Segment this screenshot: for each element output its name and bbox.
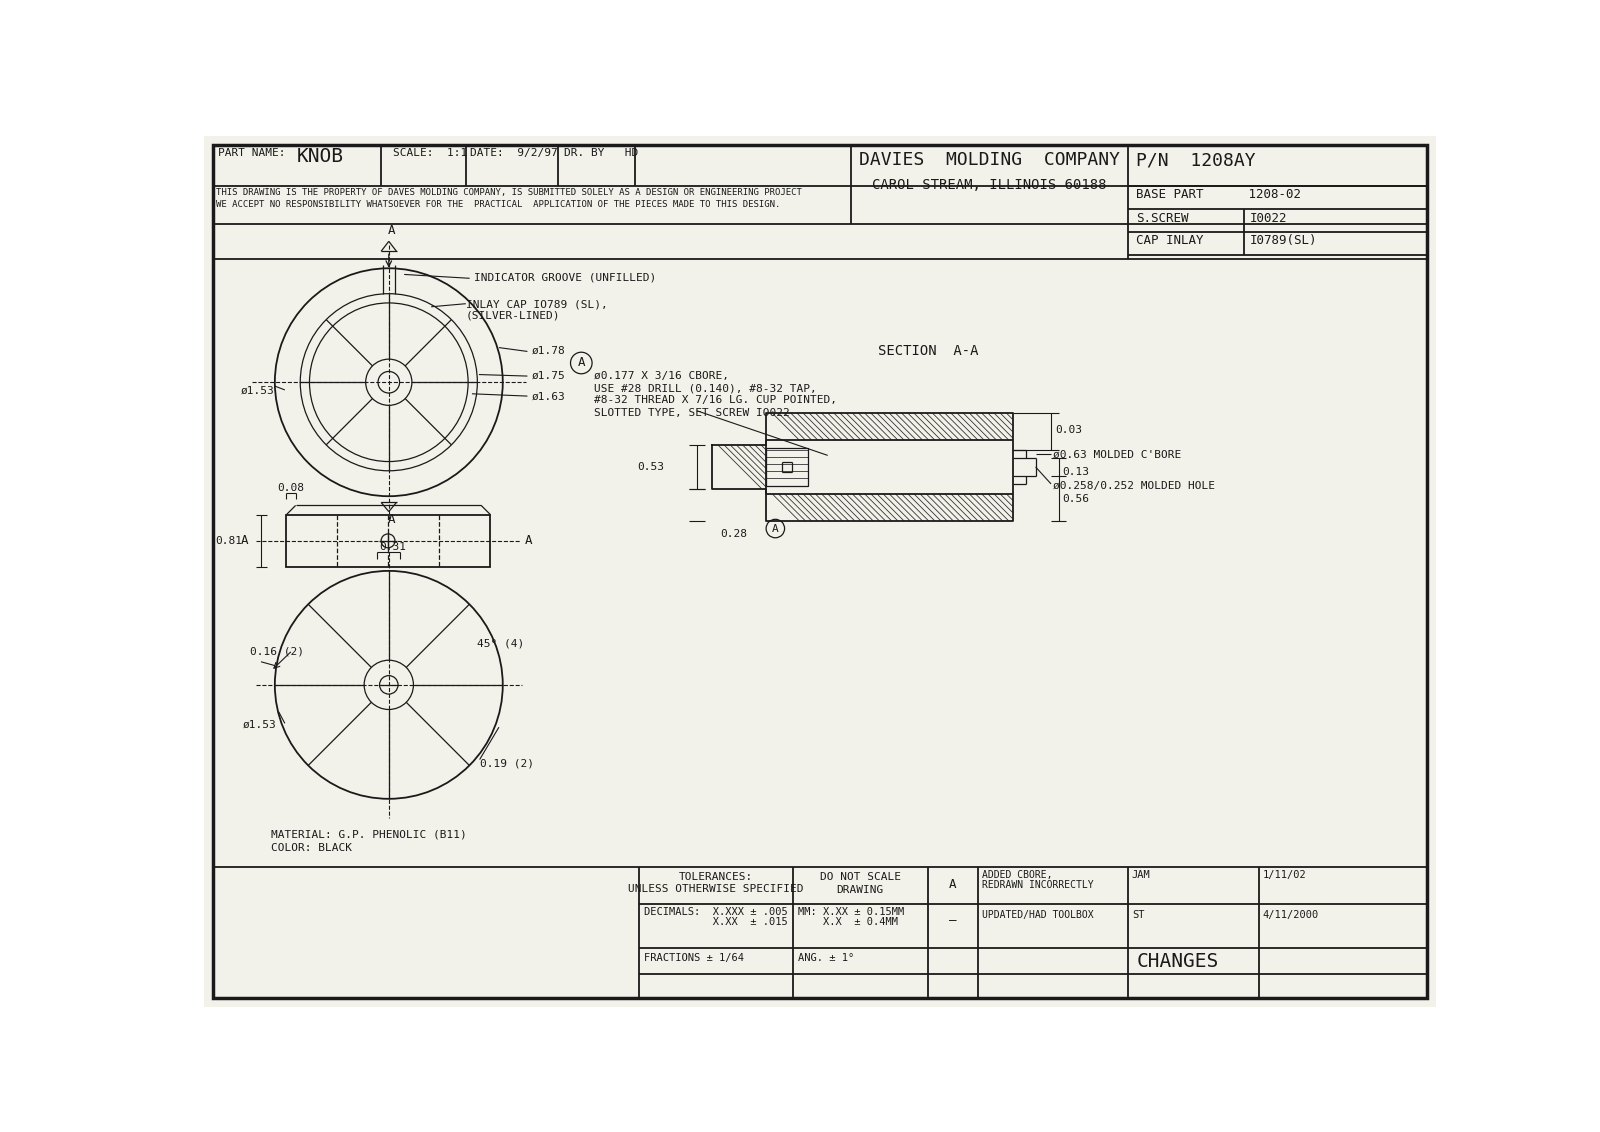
Text: X.X  ± 0.4MM: X.X ± 0.4MM	[798, 917, 899, 927]
Text: S.SCREW: S.SCREW	[1136, 212, 1189, 225]
Text: INDICATOR GROOVE (UNFILLED): INDICATOR GROOVE (UNFILLED)	[474, 273, 656, 283]
Text: 4/11/2000: 4/11/2000	[1262, 910, 1318, 919]
Text: ST: ST	[1131, 910, 1144, 919]
Bar	[286, 515, 491, 567]
Text: A: A	[771, 523, 779, 533]
Text: 0.53: 0.53	[637, 462, 664, 472]
Text: JAM: JAM	[1131, 871, 1150, 881]
Text: REDRAWN INCORRECTLY: REDRAWN INCORRECTLY	[982, 880, 1093, 890]
Text: 0.08: 0.08	[277, 483, 304, 494]
Text: I0789(SL): I0789(SL)	[1250, 234, 1317, 248]
Text: SLOTTED TYPE, SET SCREW IO022: SLOTTED TYPE, SET SCREW IO022	[594, 408, 789, 418]
Text: A: A	[525, 534, 533, 548]
Text: ø1.63: ø1.63	[531, 392, 565, 402]
Text: PART NAME:: PART NAME:	[218, 148, 285, 158]
Text: ø0.177 X 3/16 CBORE,: ø0.177 X 3/16 CBORE,	[594, 370, 728, 380]
Text: A: A	[389, 513, 395, 526]
Text: INLAY CAP IO789 (SL),: INLAY CAP IO789 (SL),	[466, 299, 608, 309]
Text: ANG. ± 1°: ANG. ± 1°	[798, 953, 854, 963]
Text: 0.31: 0.31	[379, 541, 406, 551]
Text: DECIMALS:  X.XXX ± .005: DECIMALS: X.XXX ± .005	[645, 907, 789, 917]
Text: I0022: I0022	[1250, 212, 1286, 225]
Text: 0.19 (2): 0.19 (2)	[480, 758, 534, 767]
Text: MATERIAL: G.P. PHENOLIC (B11): MATERIAL: G.P. PHENOLIC (B11)	[270, 830, 467, 840]
Text: –: –	[949, 915, 957, 927]
Text: DO NOT SCALE
DRAWING: DO NOT SCALE DRAWING	[819, 872, 901, 895]
Text: ø1.78: ø1.78	[531, 346, 565, 357]
Text: ø0.258/0.252 MOLDED HOLE: ø0.258/0.252 MOLDED HOLE	[1053, 481, 1216, 491]
Text: A: A	[578, 357, 586, 369]
Text: 0.28: 0.28	[720, 529, 747, 539]
Text: SECTION  A-A: SECTION A-A	[878, 344, 978, 358]
Text: ø1.75: ø1.75	[531, 370, 565, 380]
Text: A: A	[240, 534, 248, 548]
Text: A: A	[389, 224, 395, 238]
Text: 0.56: 0.56	[1062, 494, 1090, 504]
Text: X.XX  ± .015: X.XX ± .015	[645, 917, 789, 927]
Text: CHANGES: CHANGES	[1136, 952, 1219, 971]
Text: MM: X.XX ± 0.15MM: MM: X.XX ± 0.15MM	[798, 907, 904, 917]
Text: 0.13: 0.13	[1062, 466, 1090, 477]
Text: ADDED CBORE,: ADDED CBORE,	[982, 871, 1053, 881]
Text: USE #28 DRILL (0.140), #8-32 TAP,: USE #28 DRILL (0.140), #8-32 TAP,	[594, 383, 816, 393]
Text: SCALE:  1:1: SCALE: 1:1	[392, 148, 467, 158]
Text: (SILVER-LINED): (SILVER-LINED)	[466, 310, 560, 320]
Text: 0.81: 0.81	[214, 535, 242, 546]
Bar	[766, 447, 808, 486]
Text: THIS DRAWING IS THE PROPERTY OF DAVES MOLDING COMPANY, IS SUBMITTED SOLELY AS A : THIS DRAWING IS THE PROPERTY OF DAVES MO…	[216, 188, 802, 209]
Text: 0.16 (2): 0.16 (2)	[250, 646, 304, 657]
Text: FRACTIONS ± 1/64: FRACTIONS ± 1/64	[645, 953, 744, 963]
Text: DAVIES  MOLDING  COMPANY: DAVIES MOLDING COMPANY	[859, 152, 1120, 170]
Text: CAROL STREAM, ILLINOIS 60188: CAROL STREAM, ILLINOIS 60188	[872, 178, 1107, 192]
Text: COLOR: BLACK: COLOR: BLACK	[270, 843, 352, 854]
Text: ø1.53: ø1.53	[243, 720, 277, 729]
Text: 45° (4): 45° (4)	[477, 638, 525, 649]
Text: DR. BY   HD: DR. BY HD	[565, 148, 638, 158]
Text: UNLESS OTHERWISE SPECIFIED: UNLESS OTHERWISE SPECIFIED	[629, 884, 803, 894]
Text: BASE PART      1208-02: BASE PART 1208-02	[1136, 188, 1301, 201]
Text: 0.03: 0.03	[1054, 424, 1082, 435]
Text: 1/11/02: 1/11/02	[1262, 871, 1307, 881]
Text: UPDATED/HAD TOOLBOX: UPDATED/HAD TOOLBOX	[982, 910, 1093, 919]
Text: CAP INLAY: CAP INLAY	[1136, 234, 1203, 248]
Text: KNOB: KNOB	[296, 147, 344, 165]
Text: DATE:  9/2/97: DATE: 9/2/97	[470, 148, 557, 158]
Text: P/N  1208AY: P/N 1208AY	[1136, 152, 1256, 170]
Text: A: A	[949, 878, 957, 891]
Text: ø1.53: ø1.53	[242, 386, 275, 396]
Text: #8-32 THREAD X 7/16 LG. CUP POINTED,: #8-32 THREAD X 7/16 LG. CUP POINTED,	[594, 395, 837, 405]
Text: ø0.63 MOLDED C'BORE: ø0.63 MOLDED C'BORE	[1053, 449, 1181, 460]
Text: TOLERANCES:: TOLERANCES:	[678, 872, 754, 882]
